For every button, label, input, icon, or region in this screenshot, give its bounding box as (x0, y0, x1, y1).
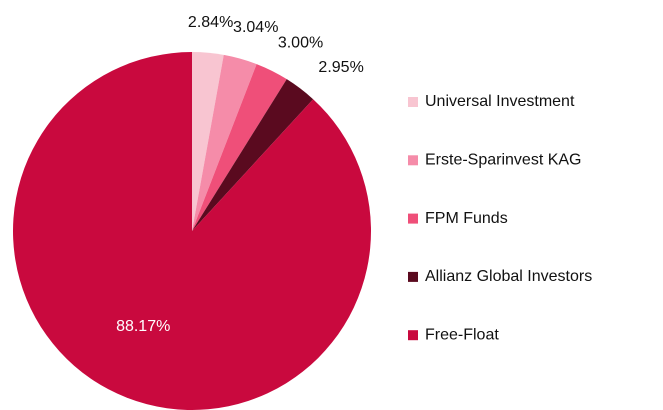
legend-label: Free-Float (425, 326, 499, 343)
legend-label: FPM Funds (425, 210, 508, 227)
data-label: 3.00% (278, 34, 323, 51)
pie-slice (192, 52, 224, 231)
pie-slice (192, 64, 287, 231)
pie-slice (192, 79, 314, 231)
legend-label: Erste-Sparinvest KAG (425, 152, 582, 169)
legend-label: Universal Investment (425, 93, 575, 110)
legend-swatch (408, 330, 418, 341)
data-label: 2.95% (318, 59, 363, 76)
legend-swatch (408, 271, 418, 282)
legend-swatch (408, 97, 418, 107)
legend-label: Allianz Global Investors (425, 268, 592, 285)
legend-swatch (408, 155, 418, 166)
pie-slice (13, 52, 371, 410)
pie-slice (192, 54, 257, 231)
data-label: 2.84% (188, 14, 233, 31)
data-label: 3.04% (233, 19, 278, 36)
legend-swatch (408, 213, 418, 224)
data-label: 88.17% (116, 318, 170, 335)
